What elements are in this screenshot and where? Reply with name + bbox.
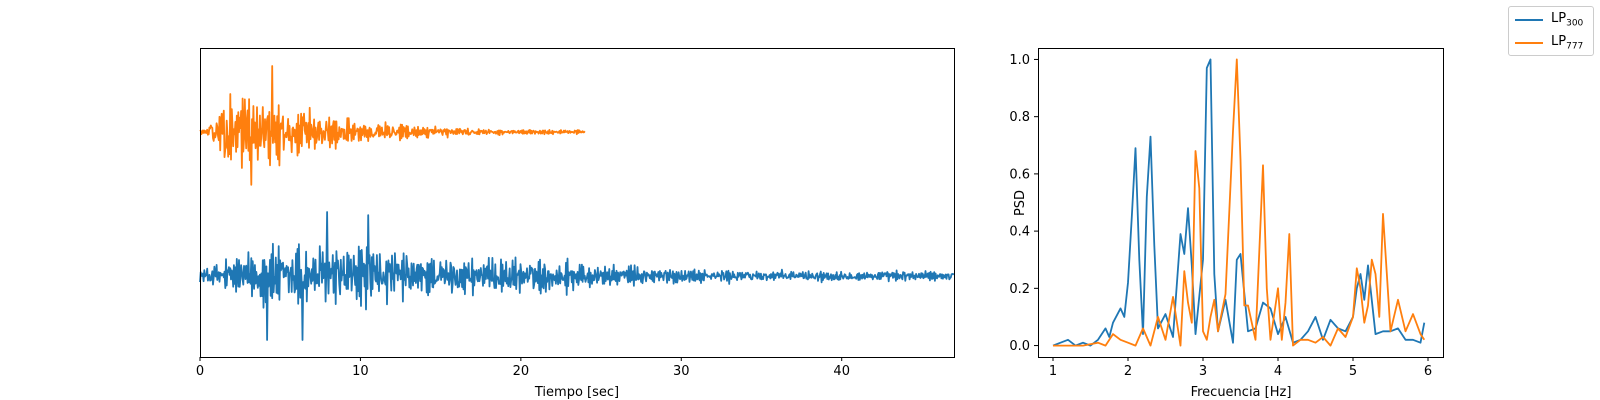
time-axis-label: Tiempo [sec] (534, 385, 619, 400)
frequency-tick-label: 3 (1199, 364, 1207, 379)
series-line-lp300 (199, 211, 955, 341)
psd-tick-label: 0.6 (1009, 167, 1030, 182)
legend-entry-lp777: LP777 (1515, 33, 1583, 53)
frequency-tick-label: 6 (1424, 364, 1432, 379)
psd-tick-label: 1.0 (1009, 53, 1030, 68)
psd-lines (1052, 58, 1426, 347)
time-tick-label: 40 (833, 364, 850, 379)
legend-label-lp300: LP300 (1551, 11, 1583, 29)
legend-swatch-lp300 (1515, 19, 1543, 21)
time-tick-label: 20 (513, 364, 530, 379)
legend-label-lp300-base: LP (1551, 11, 1567, 27)
frequency-axis-label: Frecuencia [Hz] (1191, 385, 1292, 400)
frequency-tick-label: 1 (1049, 364, 1057, 379)
psd-tick-label: 0.8 (1009, 110, 1030, 125)
frequency-tick-label: 2 (1124, 364, 1132, 379)
time-tick-label: 10 (352, 364, 369, 379)
legend-label-lp300-sub: 300 (1566, 18, 1584, 29)
psd-tick-label: 0.2 (1009, 282, 1030, 297)
time-tick-label: 0 (196, 364, 204, 379)
psd-tick-label: 0.0 (1009, 339, 1030, 354)
time-series-lines (199, 65, 955, 341)
frequency-axis-ticks: 1 2 3 4 5 6 (1049, 357, 1432, 379)
frequency-tick-label: 4 (1274, 364, 1282, 379)
series-line-lp777 (199, 65, 586, 186)
psd-plot-frame (1038, 48, 1444, 358)
psd-panel: 1 2 3 4 5 6 0.0 0.2 0.4 0.6 0.8 1.0 Frecuencia [Hz… (1009, 48, 1444, 400)
legend-swatch-lp777 (1515, 42, 1543, 44)
psd-tick-label: 0.4 (1009, 225, 1030, 240)
psd-axis-label: PSD (1013, 190, 1028, 216)
time-tick-label: 30 (673, 364, 690, 379)
time-axis-ticks: 0 10 20 30 40 (196, 357, 850, 379)
legend-entry-lp300: LP300 (1515, 10, 1583, 30)
legend-label-lp777: LP777 (1551, 34, 1583, 52)
time-series-plot-frame (200, 48, 955, 358)
legend-label-lp777-sub: 777 (1566, 41, 1584, 52)
frequency-tick-label: 5 (1349, 364, 1357, 379)
legend-label-lp777-base: LP (1551, 34, 1567, 50)
psd-line-lp777 (1053, 58, 1426, 347)
psd-axis-ticks: 0.0 0.2 0.4 0.6 0.8 1.0 (1009, 53, 1038, 354)
time-series-panel: 0 10 20 30 40 Tiempo [sec] (196, 48, 955, 400)
legend: LP300 LP777 (1508, 6, 1594, 56)
